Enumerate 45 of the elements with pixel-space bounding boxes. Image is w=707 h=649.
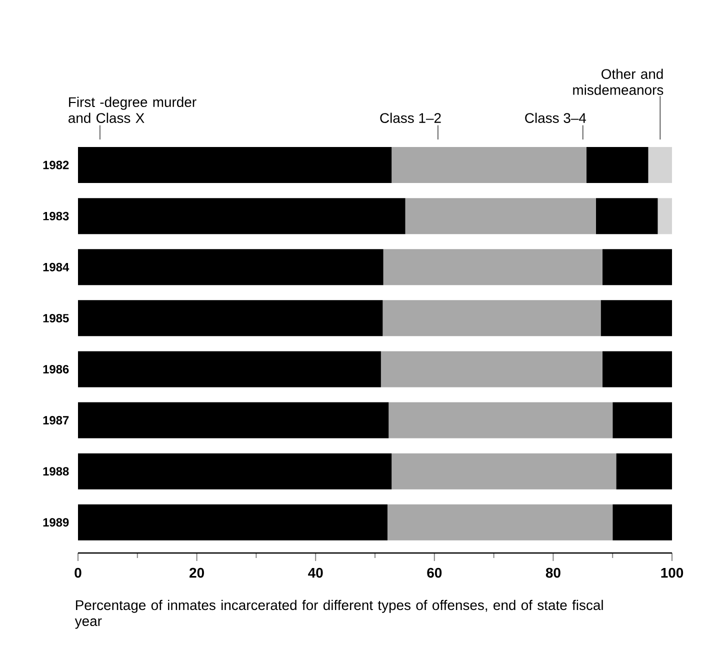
x-tick-label: 20	[190, 568, 204, 578]
bar	[380, 351, 603, 388]
bar	[612, 402, 672, 438]
y-tick-label: 1983	[43, 212, 69, 220]
x-tick-label: 80	[546, 568, 560, 578]
bar	[382, 300, 601, 336]
y-tick-label: 1987	[43, 416, 69, 424]
text: Other and misdemeanors	[573, 68, 664, 95]
bar	[392, 453, 616, 490]
x-tick-label: 40	[308, 568, 323, 578]
bar	[596, 198, 658, 234]
series-label: Class 1–2	[380, 112, 441, 123]
bar	[612, 504, 672, 540]
y-tick-label: 1986	[43, 364, 69, 374]
series-label: Class 3–4	[525, 112, 586, 123]
series-label: First -degree murder and Class X	[68, 96, 196, 123]
bar	[405, 198, 596, 234]
y-tick-label: 1989	[43, 518, 69, 527]
bar	[383, 249, 603, 286]
bar	[586, 147, 648, 184]
bar	[648, 147, 672, 184]
bar	[388, 402, 613, 438]
bar	[602, 249, 672, 286]
bar	[616, 453, 672, 490]
y-tick-label: 1982	[43, 160, 69, 170]
bar	[600, 300, 672, 336]
bar	[658, 198, 672, 234]
bar	[602, 351, 672, 388]
x-tick-label: 100	[661, 568, 684, 578]
y-tick-label: 1985	[43, 314, 69, 322]
bar	[78, 402, 389, 438]
bar	[78, 351, 381, 388]
bar	[78, 453, 392, 490]
x-tick-label: 0	[74, 568, 82, 578]
bar	[78, 198, 406, 234]
y-tick-label: 1984	[43, 262, 70, 272]
bar	[392, 147, 586, 184]
bar	[78, 249, 384, 286]
bar	[78, 147, 392, 184]
y-tick-label: 1988	[43, 467, 69, 476]
bar	[78, 300, 383, 336]
bar	[387, 504, 613, 540]
x-axis-title: Percentage of inmates incarcerated for different types of offenses, end of state fiscal year	[74, 600, 603, 629]
x-tick-label: 60	[427, 568, 442, 578]
bar	[78, 504, 388, 540]
